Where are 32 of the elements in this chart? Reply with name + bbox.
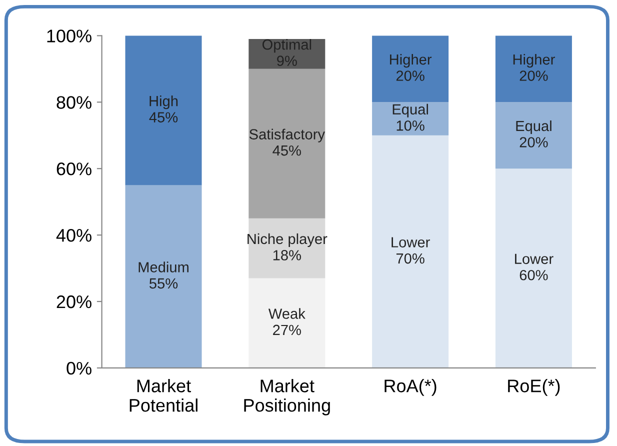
- x-tick-label: Market Potential: [130, 379, 198, 412]
- y-tick-label: 0%: [66, 362, 92, 375]
- data-label: Higher 20%: [513, 54, 555, 81]
- bar: [248, 278, 326, 368]
- data-label: Optimal 9%: [262, 39, 312, 66]
- data-label: Niche player 18%: [248, 233, 328, 260]
- bar: [248, 39, 326, 69]
- bar: [495, 102, 572, 169]
- x-tick-label: RoA(*): [384, 379, 436, 396]
- data-label: High 45%: [149, 96, 178, 122]
- bar: [372, 135, 449, 368]
- data-label: Lower 70%: [392, 237, 430, 264]
- data-label: Higher 20%: [390, 54, 432, 81]
- data-label: Equal 10%: [392, 104, 428, 131]
- bar: [372, 36, 449, 102]
- bar: [495, 36, 572, 102]
- y-tick-label: 40%: [56, 228, 92, 242]
- bar: [248, 68, 326, 218]
- y-tick-label: 20%: [56, 295, 92, 308]
- data-label: Weak 27%: [268, 308, 306, 336]
- y-tick-label: 60%: [56, 162, 92, 176]
- y-tick-label: 100%: [47, 30, 92, 42]
- bar: [372, 102, 449, 136]
- x-tick-label: Market Positioning: [244, 379, 330, 416]
- bar: [495, 168, 572, 368]
- data-label: Lower 60%: [515, 254, 554, 280]
- y-tick-label: 80%: [56, 96, 92, 109]
- bar: [248, 218, 326, 278]
- data-label: Medium 55%: [138, 262, 188, 289]
- x-tick-label: RoE(*): [508, 379, 560, 396]
- data-label: Satisfactory 45%: [249, 128, 325, 156]
- data-label: Equal 20%: [516, 120, 552, 148]
